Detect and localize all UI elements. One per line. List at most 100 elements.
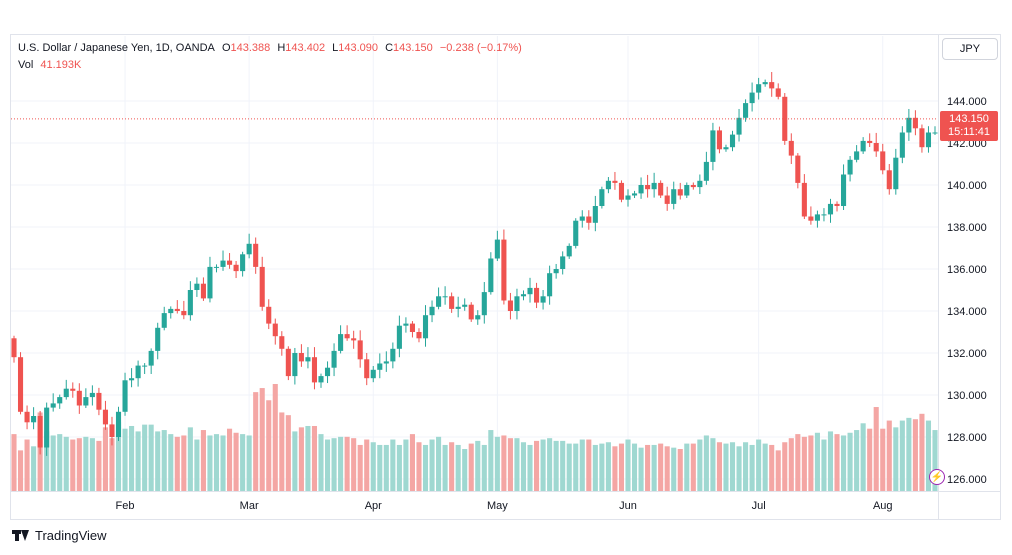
volume-bar: [292, 431, 298, 491]
candle-body: [906, 117, 912, 133]
volume-bar: [592, 444, 598, 491]
volume-bar: [605, 442, 611, 491]
candle-body: [586, 216, 592, 223]
candle-body: [422, 315, 429, 339]
candle-body: [827, 203, 834, 215]
volume-bar: [671, 447, 677, 491]
volume-bar: [827, 431, 834, 491]
volume-bar: [174, 436, 180, 491]
volume-bar: [285, 415, 291, 491]
volume-bar: [455, 444, 461, 491]
volume-bar: [788, 438, 794, 491]
candle-body: [573, 220, 579, 246]
candle-body: [266, 306, 272, 324]
chart-frame: [10, 34, 1001, 520]
volume-bar: [213, 434, 220, 491]
candle-body: [697, 180, 703, 188]
candle-body: [272, 323, 278, 337]
candle-body: [566, 245, 572, 257]
volume-bar: [579, 439, 585, 491]
volume-bar: [723, 443, 729, 491]
candle-body: [899, 132, 905, 158]
candle-body: [70, 388, 76, 391]
tradingview-brand[interactable]: TradingView: [12, 528, 107, 543]
alert-icon[interactable]: ⚡: [929, 469, 945, 485]
volume-bar: [697, 439, 703, 491]
currency-button[interactable]: JPY: [942, 38, 998, 60]
last-price-tag: 143.150 15:11:41: [940, 111, 998, 141]
volume-bar: [318, 434, 324, 491]
y-tick-label: 128.000: [947, 432, 987, 444]
candle-body: [50, 403, 56, 408]
candle-body: [775, 88, 781, 97]
volume-bar: [782, 442, 788, 491]
volume-bar: [612, 446, 618, 491]
candle-body: [207, 266, 213, 299]
candle-body: [501, 239, 507, 301]
volume-bar: [873, 407, 879, 491]
volume-bar: [756, 439, 762, 491]
candle-body: [703, 161, 709, 181]
volume-bar: [96, 440, 102, 491]
volume-bar: [769, 444, 775, 491]
candle-body: [514, 296, 520, 311]
volume-bar: [233, 432, 239, 491]
volume-bar: [31, 446, 37, 491]
candle-body: [403, 323, 409, 326]
volume-bar: [481, 444, 487, 491]
y-tick-label: 140.000: [947, 180, 987, 192]
candle-body: [377, 363, 383, 370]
candle-body: [344, 334, 350, 339]
candle-body: [240, 254, 246, 272]
volume-bar: [919, 413, 925, 491]
volume-bar: [912, 419, 918, 491]
candle-body: [788, 140, 794, 156]
candle-body: [57, 397, 63, 404]
volume-bar: [44, 431, 50, 491]
volume-bar: [801, 436, 807, 491]
candle-body: [769, 82, 775, 89]
volume-bar: [527, 444, 533, 491]
volume-bar: [599, 443, 605, 491]
volume-bar: [76, 438, 82, 491]
volume-bar: [390, 439, 396, 491]
volume-bar: [357, 444, 363, 491]
volume-bar: [298, 427, 304, 491]
volume-bar: [311, 425, 318, 491]
candle-body: [311, 357, 318, 383]
candle-body: [148, 350, 154, 366]
candle-body: [305, 357, 311, 362]
y-tick-label: 132.000: [947, 348, 987, 360]
candle-body: [801, 182, 807, 217]
candle-body: [932, 132, 938, 134]
candle-body: [31, 416, 37, 423]
symbol-title[interactable]: U.S. Dollar / Japanese Yen, 1D, OANDA: [18, 42, 215, 54]
volume-bar: [24, 439, 30, 491]
change-value: −0.238 (−0.17%): [439, 42, 522, 54]
candle-body: [618, 182, 625, 200]
volume-bar: [207, 435, 213, 491]
candle-body: [331, 350, 337, 368]
candle-body: [279, 336, 285, 349]
candle-body: [834, 203, 840, 206]
volume-bar: [540, 439, 546, 491]
volume-bar: [573, 443, 579, 491]
candle-body: [671, 189, 677, 204]
volume-bar: [449, 442, 455, 491]
candle-body: [854, 151, 860, 160]
candle-body: [886, 170, 892, 190]
candle-body: [782, 96, 788, 141]
candle-body: [390, 348, 396, 362]
open-label: O: [221, 42, 231, 54]
volume-bar: [383, 444, 389, 491]
volume-bar: [344, 436, 350, 491]
volume-bar: [351, 438, 357, 491]
volume-bar: [83, 436, 89, 491]
volume-bar: [860, 423, 866, 491]
x-tick-label: Apr: [365, 500, 382, 512]
candle-body: [115, 411, 122, 437]
candle-body: [233, 264, 239, 272]
volume-bar: [560, 440, 566, 491]
candle-body: [880, 151, 886, 171]
